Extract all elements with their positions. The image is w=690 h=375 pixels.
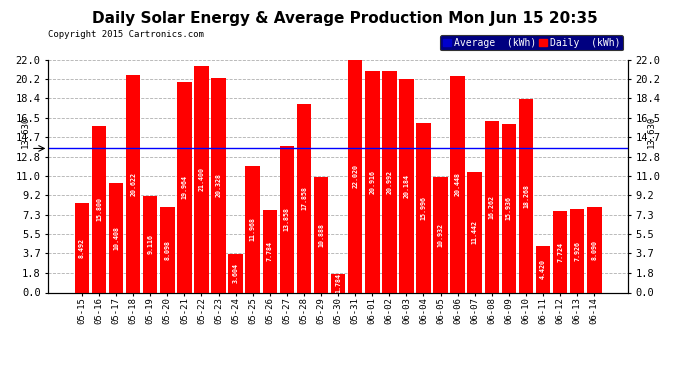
Text: 20.992: 20.992 xyxy=(386,170,393,194)
Bar xyxy=(382,70,397,292)
Text: 15.800: 15.800 xyxy=(96,197,102,221)
Bar xyxy=(416,123,431,292)
Text: 10.932: 10.932 xyxy=(437,223,444,247)
Text: Daily Solar Energy & Average Production Mon Jun 15 20:35: Daily Solar Energy & Average Production … xyxy=(92,11,598,26)
Text: 7.926: 7.926 xyxy=(574,241,580,261)
Bar xyxy=(143,196,157,292)
Bar xyxy=(519,99,533,292)
Bar xyxy=(92,126,106,292)
Text: 8.090: 8.090 xyxy=(591,240,598,260)
Text: 13.630: 13.630 xyxy=(647,116,656,148)
Bar xyxy=(109,183,124,292)
Bar xyxy=(536,246,551,292)
Bar xyxy=(314,177,328,292)
Bar xyxy=(502,124,516,292)
Text: 20.916: 20.916 xyxy=(369,170,375,194)
Legend: Average  (kWh), Daily  (kWh): Average (kWh), Daily (kWh) xyxy=(440,34,623,51)
Text: 4.420: 4.420 xyxy=(540,259,546,279)
Bar xyxy=(160,207,175,292)
Bar xyxy=(433,177,448,292)
Text: 7.784: 7.784 xyxy=(267,242,273,261)
Text: 11.442: 11.442 xyxy=(472,220,477,244)
Bar xyxy=(194,66,208,292)
Bar xyxy=(365,72,380,292)
Bar xyxy=(468,172,482,292)
Bar xyxy=(484,121,499,292)
Text: 10.888: 10.888 xyxy=(318,223,324,247)
Text: Copyright 2015 Cartronics.com: Copyright 2015 Cartronics.com xyxy=(48,30,204,39)
Text: 10.408: 10.408 xyxy=(113,225,119,249)
Bar xyxy=(331,274,346,292)
Text: 20.622: 20.622 xyxy=(130,171,136,195)
Text: 9.116: 9.116 xyxy=(147,234,153,254)
Text: 20.184: 20.184 xyxy=(404,174,409,198)
Text: 18.268: 18.268 xyxy=(523,184,529,208)
Bar xyxy=(570,209,584,292)
Text: 1.784: 1.784 xyxy=(335,273,341,293)
Bar xyxy=(246,166,260,292)
Bar xyxy=(348,60,362,292)
Bar xyxy=(587,207,602,292)
Bar xyxy=(451,76,465,292)
Text: 22.020: 22.020 xyxy=(352,164,358,188)
Bar xyxy=(177,81,192,292)
Text: 20.328: 20.328 xyxy=(215,173,221,197)
Bar xyxy=(228,254,243,292)
Text: 15.936: 15.936 xyxy=(506,196,512,220)
Text: 21.400: 21.400 xyxy=(199,167,204,191)
Bar xyxy=(279,146,294,292)
Text: 7.724: 7.724 xyxy=(557,242,563,262)
Bar xyxy=(211,78,226,292)
Text: 16.262: 16.262 xyxy=(489,195,495,219)
Text: 13.630: 13.630 xyxy=(21,116,30,148)
Bar xyxy=(297,104,311,292)
Text: 19.964: 19.964 xyxy=(181,175,188,199)
Bar xyxy=(75,203,89,292)
Text: 11.968: 11.968 xyxy=(250,217,256,241)
Bar xyxy=(399,79,414,292)
Text: 8.098: 8.098 xyxy=(164,240,170,260)
Text: 3.604: 3.604 xyxy=(233,264,239,284)
Bar xyxy=(126,75,140,292)
Text: 13.858: 13.858 xyxy=(284,207,290,231)
Text: 15.996: 15.996 xyxy=(420,196,426,220)
Text: 17.858: 17.858 xyxy=(301,186,307,210)
Bar xyxy=(553,211,567,292)
Text: 20.448: 20.448 xyxy=(455,172,461,196)
Text: 8.492: 8.492 xyxy=(79,238,85,258)
Bar xyxy=(262,210,277,292)
